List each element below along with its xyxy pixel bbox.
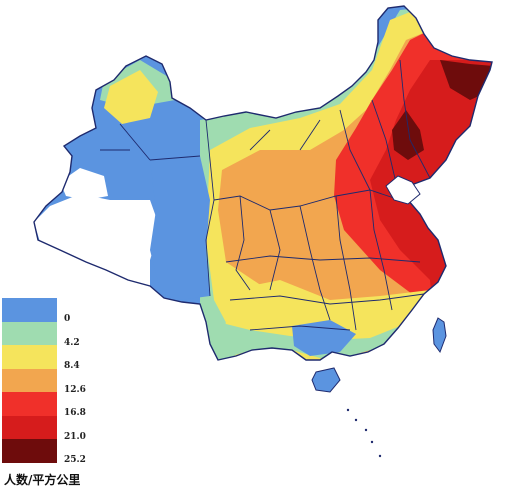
legend-item: 16.8 bbox=[2, 392, 122, 418]
legend-value: 4.2 bbox=[64, 337, 80, 348]
country-outline bbox=[33, 5, 493, 361]
legend-swatch bbox=[2, 392, 57, 416]
legend-swatch bbox=[2, 298, 57, 322]
legend-item: 4.2 bbox=[2, 321, 122, 348]
south-sea-islands bbox=[346, 408, 382, 458]
legend-value: 0 bbox=[64, 314, 71, 324]
legend-swatch bbox=[2, 415, 57, 439]
legend-value: 21.0 bbox=[64, 431, 86, 442]
legend-value: 8.4 bbox=[64, 361, 80, 371]
legend-swatch bbox=[2, 439, 57, 463]
legend-item: 0 bbox=[2, 298, 122, 324]
legend-item: 21.0 bbox=[2, 415, 122, 442]
legend-unit-label: 人数/平方公里 bbox=[4, 473, 81, 487]
taiwan-island bbox=[432, 317, 447, 354]
hainan-island bbox=[311, 367, 341, 393]
legend-value: 12.6 bbox=[64, 384, 86, 395]
legend-swatch bbox=[2, 345, 57, 369]
legend-item: 25.2 bbox=[2, 439, 122, 465]
legend-value: 16.8 bbox=[64, 408, 86, 418]
legend-value: 25.2 bbox=[64, 455, 86, 465]
density-legend: 0 4.2 8.4 12.6 16.8 21.0 25.2 bbox=[2, 298, 122, 465]
legend-item: 8.4 bbox=[2, 345, 122, 371]
legend-swatch bbox=[2, 368, 57, 392]
legend-item: 12.6 bbox=[2, 368, 122, 395]
bohai-sea bbox=[385, 175, 421, 205]
province-boundaries bbox=[100, 59, 431, 331]
legend-swatch bbox=[2, 321, 57, 345]
